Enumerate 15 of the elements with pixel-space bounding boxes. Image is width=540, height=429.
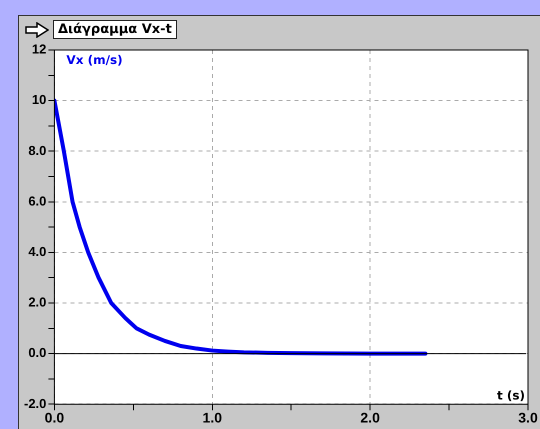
x-tick-label: 2.0 [360, 409, 380, 426]
y-tick-label: 2.0 [28, 294, 46, 310]
y-axis-title: Vx (m/s) [66, 53, 123, 68]
y-tick-label: 12 [32, 42, 46, 57]
x-tick-label: 0.0 [44, 409, 64, 426]
x-tick-label: 3.0 [518, 409, 538, 426]
x-tick-label: 1.0 [202, 409, 222, 426]
y-tick-label: -2.0 [24, 396, 46, 411]
y-tick-label: 0.0 [28, 345, 46, 360]
x-axis-title: t (s) [496, 388, 525, 402]
y-tick-label: 4.0 [28, 244, 46, 259]
y-tick-label: 6.0 [28, 193, 46, 208]
y-tick-label: 8.0 [28, 142, 46, 158]
chart-title: Διάγραμμα Vx-t [53, 20, 177, 39]
y-tick-label: 10 [32, 92, 46, 108]
